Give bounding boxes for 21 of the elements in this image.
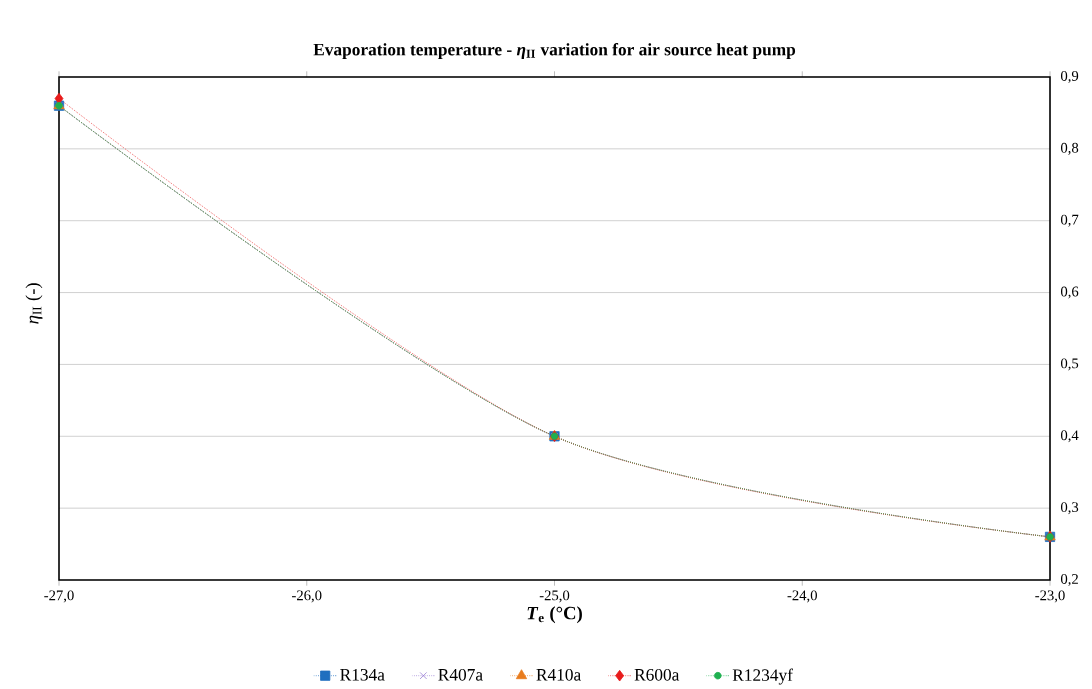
x-tick-label: -23,0 [1035, 590, 1065, 603]
legend-label: R1234yf [732, 668, 793, 685]
legend-label: R600a [634, 668, 680, 681]
y-tick-label: 0,7 [1060, 214, 1079, 227]
legend-label: R134a [340, 668, 385, 681]
chart-title: Evaporation temperature - η$_{II}$ variation for air source heat pump [313, 43, 796, 59]
y-tick-label: 0,3 [1060, 502, 1079, 515]
legend-label: R407a [438, 668, 483, 681]
x-axis-title: T$_{e}$ (°C) [527, 606, 582, 624]
y-tick-label: 0,2 [1060, 574, 1078, 587]
x-tick-label: -25,0 [539, 590, 570, 603]
x-tick-label: -26,0 [292, 590, 322, 603]
y-tick-label: 0,5 [1060, 358, 1079, 371]
y-tick-label: 0,6 [1060, 286, 1079, 299]
x-tick-label: -27,0 [44, 590, 74, 603]
y-axis-title: η$_{II}$ (-) [25, 283, 43, 324]
y-tick-label: 0,8 [1060, 142, 1079, 155]
y-tick-label: 0,9 [1060, 71, 1079, 84]
legend-label: R410a [536, 668, 581, 681]
y-tick-label: 0,4 [1060, 430, 1079, 443]
x-tick-label: -24,0 [787, 590, 817, 603]
